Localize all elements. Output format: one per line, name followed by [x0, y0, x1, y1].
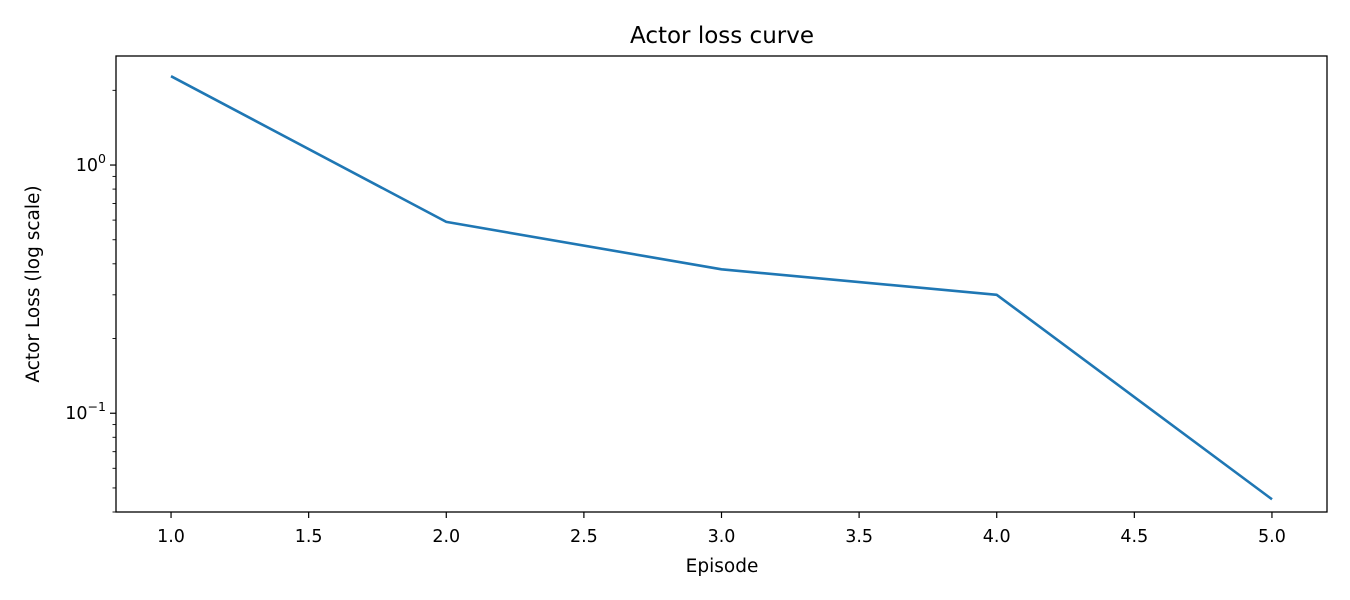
series-line: [170, 75, 1273, 501]
chart-title: Actor loss curve: [630, 23, 814, 49]
x-axis-label: Episode: [686, 556, 759, 577]
x-tick-label: 1.5: [295, 527, 323, 547]
x-tick-label: 3.0: [708, 527, 736, 547]
y-tick-label: 100: [76, 151, 106, 176]
x-tick-label: 4.5: [1120, 527, 1148, 547]
plot-area: 1.0 1.5 2.0 2.5 3.0 3.5 4.0 4.5 5.0 100 10−1: [65, 75, 1286, 547]
x-tick-label: 5.0: [1258, 527, 1286, 547]
plot-frame: [115, 55, 1328, 513]
x-tick-label: 4.0: [983, 527, 1011, 547]
x-tick-label: 2.0: [432, 527, 460, 547]
x-tick-label: 1.0: [157, 527, 185, 547]
x-tick-label: 3.5: [845, 527, 873, 547]
y-tick-label: 10−1: [65, 399, 106, 424]
x-tick-label: 2.5: [570, 527, 598, 547]
y-axis-label: Actor Loss (log scale): [23, 185, 44, 382]
